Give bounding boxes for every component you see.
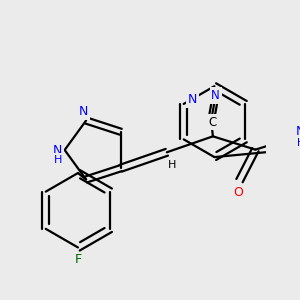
- Text: C: C: [208, 116, 216, 129]
- Text: H: H: [53, 155, 62, 165]
- Text: F: F: [74, 254, 82, 266]
- Text: O: O: [233, 186, 243, 199]
- Text: N: N: [296, 125, 300, 138]
- Text: H: H: [168, 160, 176, 170]
- Text: H: H: [297, 137, 300, 148]
- Text: N: N: [188, 93, 197, 106]
- Text: N: N: [79, 105, 88, 118]
- Text: N: N: [211, 89, 220, 102]
- Text: N: N: [53, 143, 62, 157]
